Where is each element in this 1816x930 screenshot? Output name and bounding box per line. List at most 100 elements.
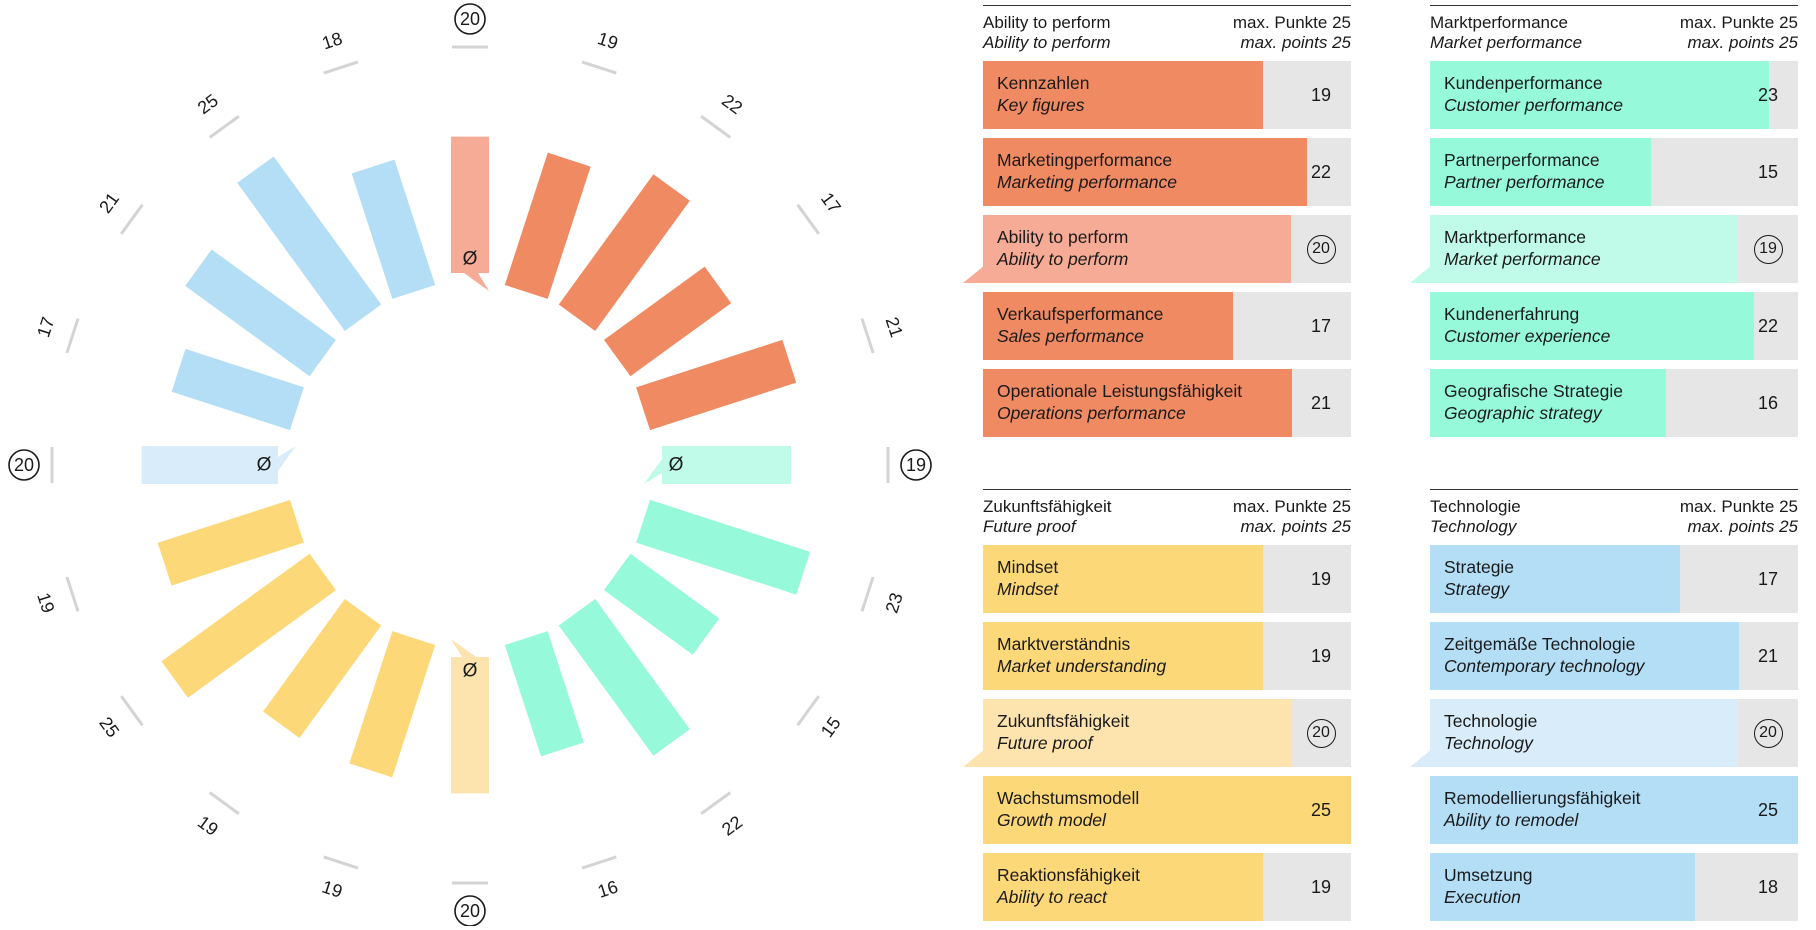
panel-title-row: Technologie max. Punkte 25 bbox=[1430, 497, 1798, 517]
average-score: 19 bbox=[1738, 215, 1798, 283]
score-row: Verkaufsperformance Sales performance 17 bbox=[983, 292, 1351, 360]
score-bar bbox=[604, 266, 732, 377]
label-english: Contemporary technology bbox=[1444, 656, 1645, 676]
label-english: Partner performance bbox=[1444, 172, 1605, 192]
score-label: Wachstumsmodell Growth model bbox=[997, 787, 1281, 831]
max-tick bbox=[700, 115, 732, 139]
panel-header: Zukunftsfähigkeit max. Punkte 25 Future pr… bbox=[983, 489, 1351, 545]
label-english: Growth model bbox=[997, 810, 1106, 830]
panel-title: Technologie bbox=[1430, 497, 1521, 516]
score-value-label: 17 bbox=[817, 189, 845, 217]
score-value: 22 bbox=[1310, 161, 1332, 182]
label-english: Ability to remodel bbox=[1444, 810, 1579, 830]
score-bar bbox=[171, 348, 304, 431]
panel-market-performance: Marktperformance max. Punkte 25 Market per… bbox=[1410, 5, 1798, 446]
score-value-label: 19 bbox=[595, 28, 620, 53]
score-spoke bbox=[208, 599, 382, 815]
label-english: Key figures bbox=[997, 95, 1085, 115]
label-english: Market performance bbox=[1444, 249, 1601, 269]
score-row: Partnerperformance Partner performance 15 bbox=[1430, 138, 1798, 206]
average-spoke: Ø bbox=[451, 639, 489, 885]
score-bar bbox=[157, 499, 304, 586]
panel-rows: Kundenperformance Customer performance 23 P… bbox=[1410, 61, 1798, 437]
panel-title-translation-row: Future proof max. points 25 bbox=[983, 517, 1351, 537]
score-spoke bbox=[323, 631, 436, 870]
average-bar bbox=[451, 639, 489, 794]
panel-title-translation: Market performance bbox=[1430, 33, 1583, 52]
panel-max-points-translation: max. points 25 bbox=[1687, 33, 1798, 52]
max-tick bbox=[860, 318, 875, 354]
score-label: Strategie Strategy bbox=[1444, 556, 1728, 600]
score-spoke bbox=[323, 60, 436, 299]
label-german: Remodellierungsfähigkeit bbox=[1444, 788, 1641, 808]
average-symbol: Ø bbox=[669, 455, 684, 476]
panel-header: Marktperformance max. Punkte 25 Market per… bbox=[1430, 5, 1798, 61]
score-label: Reaktionsfähigkeit Ability to react bbox=[997, 864, 1281, 908]
panel-title: Marktperformance bbox=[1430, 13, 1568, 32]
score-bar bbox=[263, 599, 382, 738]
average-value-label: 20 bbox=[14, 455, 34, 475]
label-german: Zukunftsfähigkeit bbox=[997, 711, 1130, 731]
score-row: Wachstumsmodell Growth model 25 bbox=[983, 776, 1351, 844]
average-value-label: 20 bbox=[460, 9, 480, 29]
average-spoke: Ø bbox=[451, 45, 489, 291]
average-spoke: Ø bbox=[50, 446, 296, 484]
label-english: Customer experience bbox=[1444, 326, 1611, 346]
panel-max-points: max. Punkte 25 bbox=[1679, 497, 1798, 516]
average-row: Marktperformance Market performance 19 bbox=[1410, 215, 1798, 283]
score-bar bbox=[161, 553, 336, 698]
score-value: 17 bbox=[1310, 315, 1332, 336]
label-german: Mindset bbox=[997, 557, 1059, 577]
score-value-label: 16 bbox=[595, 877, 620, 902]
panel-title-translation: Future proof bbox=[983, 517, 1076, 536]
max-tick bbox=[208, 115, 240, 139]
score-value-label: 17 bbox=[33, 315, 58, 340]
average-row: Ability to perform Ability to perform 20 bbox=[963, 215, 1351, 283]
score-bar bbox=[185, 249, 336, 377]
average-symbol: Ø bbox=[257, 455, 272, 476]
score-label: Umsetzung Execution bbox=[1444, 864, 1728, 908]
score-spoke bbox=[558, 115, 732, 331]
label-german: Strategie bbox=[1444, 557, 1515, 577]
score-label: Mindset Mindset bbox=[997, 556, 1281, 600]
panel-title: Zukunftsfähigkeit bbox=[983, 497, 1112, 516]
score-value: 23 bbox=[1757, 84, 1779, 105]
score-value-label: 19 bbox=[320, 877, 345, 902]
score-spoke bbox=[604, 203, 820, 377]
score-label: Geografische Strategie Geographic strateg… bbox=[1444, 380, 1728, 424]
average-spoke: Ø bbox=[644, 446, 890, 484]
score-row: Mindset Mindset 19 bbox=[983, 545, 1351, 613]
score-spoke bbox=[120, 553, 336, 727]
score-bar bbox=[1430, 369, 1666, 437]
panel-title-translation-row: Market performance max. points 25 bbox=[1430, 33, 1798, 53]
score-bar bbox=[604, 553, 720, 655]
score-value: 17 bbox=[1757, 568, 1779, 589]
score-value: 19 bbox=[1310, 645, 1332, 666]
label-english: Execution bbox=[1444, 887, 1521, 907]
score-row: Strategie Strategy 17 bbox=[1430, 545, 1798, 613]
score-value-label: 25 bbox=[95, 713, 123, 741]
average-badge bbox=[454, 3, 486, 35]
score-value-label: 23 bbox=[882, 590, 907, 615]
score-value-label: 25 bbox=[194, 90, 222, 118]
score-bar bbox=[983, 776, 1351, 844]
label-english: Market understanding bbox=[997, 656, 1167, 676]
score-value-label: 22 bbox=[718, 812, 746, 840]
label-german: Technologie bbox=[1444, 711, 1538, 731]
score-label: Kundenerfahrung Customer experience bbox=[1444, 303, 1728, 347]
label-german: Marktverständnis bbox=[997, 634, 1131, 654]
max-tick bbox=[796, 203, 820, 235]
label-english: Technology bbox=[1444, 733, 1533, 753]
panel-title: Ability to perform bbox=[983, 13, 1111, 32]
score-value: 21 bbox=[1757, 645, 1779, 666]
label-german: Marketingperformance bbox=[997, 150, 1173, 170]
score-spoke bbox=[636, 318, 875, 431]
max-tick bbox=[796, 695, 820, 727]
score-label: Operationale Leistungsfähigkeit Operation… bbox=[997, 380, 1281, 424]
label-german: Reaktionsfähigkeit bbox=[997, 865, 1140, 885]
max-tick bbox=[581, 855, 617, 870]
score-label: Zeitgemäße Technologie Contemporary techn… bbox=[1444, 633, 1728, 677]
score-bar bbox=[983, 61, 1263, 129]
score-label: Ability to perform Ability to perform bbox=[997, 226, 1281, 270]
label-english: Future proof bbox=[997, 733, 1093, 753]
